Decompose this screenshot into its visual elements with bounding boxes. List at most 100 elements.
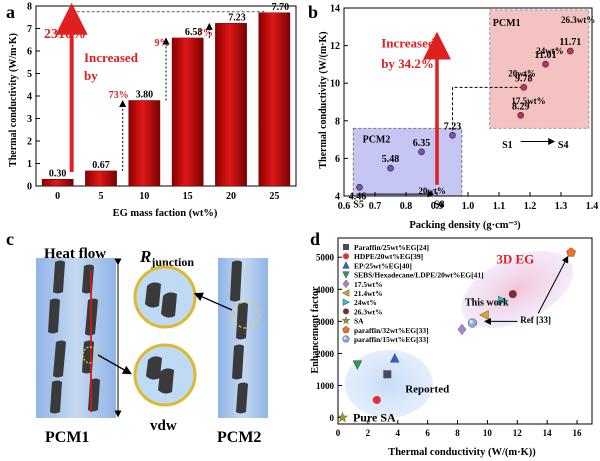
bar (41, 179, 74, 187)
data-label: 5.48 (382, 154, 400, 165)
x-tick-label: 0.7 (369, 201, 382, 212)
panel-b-xlabel: Packing density (g·cm⁻³) (409, 220, 521, 231)
y-tick-label: 0 (330, 413, 335, 423)
legend-marker-highlight (343, 336, 347, 340)
legend-label: Paraffin/25wt%EG[24] (354, 243, 429, 252)
y-tick-label: 6 (27, 47, 32, 58)
pcm1-label: PCM1 (493, 18, 521, 29)
x-tick-label: 20 (226, 191, 236, 202)
panel-c-label: c (6, 229, 14, 249)
pcm2-region (352, 127, 463, 197)
y-tick-label: 12 (330, 41, 340, 52)
bar-value-label: 3.80 (136, 90, 154, 101)
wt-label: 20wt% (508, 69, 536, 79)
x-tick-label: 0.6 (338, 201, 351, 212)
y-tick-label: 1000 (316, 381, 335, 391)
legend-marker (342, 325, 350, 333)
y-tick-label: 0 (27, 182, 32, 193)
x-tick-label: 15 (183, 191, 193, 202)
panel-a-xlabel: EG mass faction (wt%) (113, 208, 218, 219)
x-tick-label: 1.4 (586, 201, 599, 212)
s4-label: S4 (558, 140, 569, 151)
data-point (387, 164, 394, 172)
legend-marker (342, 271, 350, 279)
panel-c: c Heat flow PCM1 Rjunction (6, 229, 268, 446)
plot-frame (337, 237, 593, 425)
s5-label: S5 (353, 199, 364, 210)
zoom-arrow-1 (97, 354, 132, 375)
r-junction-label: Rjunction (139, 247, 194, 269)
bar (215, 23, 247, 187)
legend-label: 26.3wt% (354, 307, 383, 316)
data-point-highlight (469, 319, 474, 324)
data-point (517, 112, 525, 119)
legend-label: HDPE/20wt%EG[39] (354, 252, 423, 261)
legend-marker (343, 308, 349, 315)
legend-marker (342, 261, 350, 269)
x-tick-label: 1.1 (493, 201, 506, 212)
data-point (336, 411, 349, 423)
legend-marker (343, 244, 349, 250)
pcm1-label: PCM1 (45, 429, 89, 446)
data-point (498, 295, 508, 306)
panel-d-xlabel: Thermal conductivity (W/(m·K)) (388, 447, 536, 458)
data-label: 8.29 (512, 101, 530, 112)
x-tick-label: 2 (366, 428, 371, 438)
step-percent: 73% (109, 90, 129, 101)
legend-label: SA (354, 317, 364, 326)
y-tick-label: 5 (27, 69, 32, 80)
y-tick-label: 8 (335, 116, 340, 127)
by-text: by 34.2% (381, 56, 434, 71)
data-label: 7.23 (444, 121, 462, 132)
data-point (542, 60, 549, 68)
panel-a-label: a (6, 2, 15, 22)
legend-label: 17.5wt% (354, 280, 383, 289)
x-tick-label: 12 (513, 428, 523, 438)
y-tick-label: 4000 (316, 285, 335, 295)
legend-label: paraffin/32wt%EG[33] (354, 326, 429, 335)
x-tick-label: 0 (336, 428, 341, 438)
y-tick-label: 2 (27, 137, 32, 148)
three-d-eg-label: 3D EG (496, 252, 534, 267)
legend-label: 24wt% (354, 298, 377, 307)
bar-value-label: 7.70 (272, 2, 290, 13)
panel-a: a 0 1 2 3 4 5 6 7 8 0 0.30 5 0.67 10 3.80 15 6.58 20 7.23 2… (6, 2, 297, 219)
wt-label: 17.5wt% (511, 96, 545, 106)
x-tick-label: 6 (425, 428, 430, 438)
y-tick-label: 7 (27, 24, 32, 35)
x-tick-label: 5 (99, 191, 104, 202)
ref-label: Ref [33] (520, 315, 551, 325)
data-point (566, 247, 576, 257)
pcm1-column (36, 258, 116, 418)
bar (85, 170, 117, 187)
pcm2-label: PCM2 (363, 134, 391, 145)
s1-label: S1 (502, 140, 513, 151)
pcm2-flakes (230, 260, 248, 414)
legend-marker (343, 253, 349, 260)
data-point (383, 370, 392, 379)
increased-text: Increased (381, 35, 436, 50)
step-percent: 9% (155, 38, 170, 49)
by-text: by (84, 68, 98, 83)
data-point (479, 310, 489, 320)
wt-label: 24wt% (536, 46, 564, 56)
panel-b: b 4 6 8 10 12 14 0.6 0.7 0.8 0.9 1.0 1.1 1.2 1.3 1.4 4.… (308, 2, 598, 231)
data-point (566, 47, 574, 55)
zoom-top-flakes (145, 282, 177, 318)
ref-arrow-2 (537, 255, 569, 314)
legend-marker (341, 289, 350, 297)
y-tick-label: 5000 (316, 253, 335, 263)
bar (258, 12, 291, 187)
zoom-bottom-flakes (146, 356, 174, 394)
x-tick-label: 8 (455, 428, 460, 438)
y-tick-label: 2000 (316, 349, 335, 359)
x-tick-label: 25 (269, 191, 279, 202)
legend-marker (342, 279, 350, 289)
y-tick-label: 8 (27, 2, 32, 13)
panel-b-plot: 4 6 8 10 12 14 0.6 0.7 0.8 0.9 1.0 1.1 1.2 1.3 1.4 4.46… (330, 4, 598, 213)
x-tick-label: 16 (573, 428, 583, 438)
legend-label: paraffin/15wt%EG[33] (354, 335, 429, 344)
pure-sa-label: Pure SA (353, 410, 396, 424)
x-tick-label: 1.0 (462, 201, 475, 212)
